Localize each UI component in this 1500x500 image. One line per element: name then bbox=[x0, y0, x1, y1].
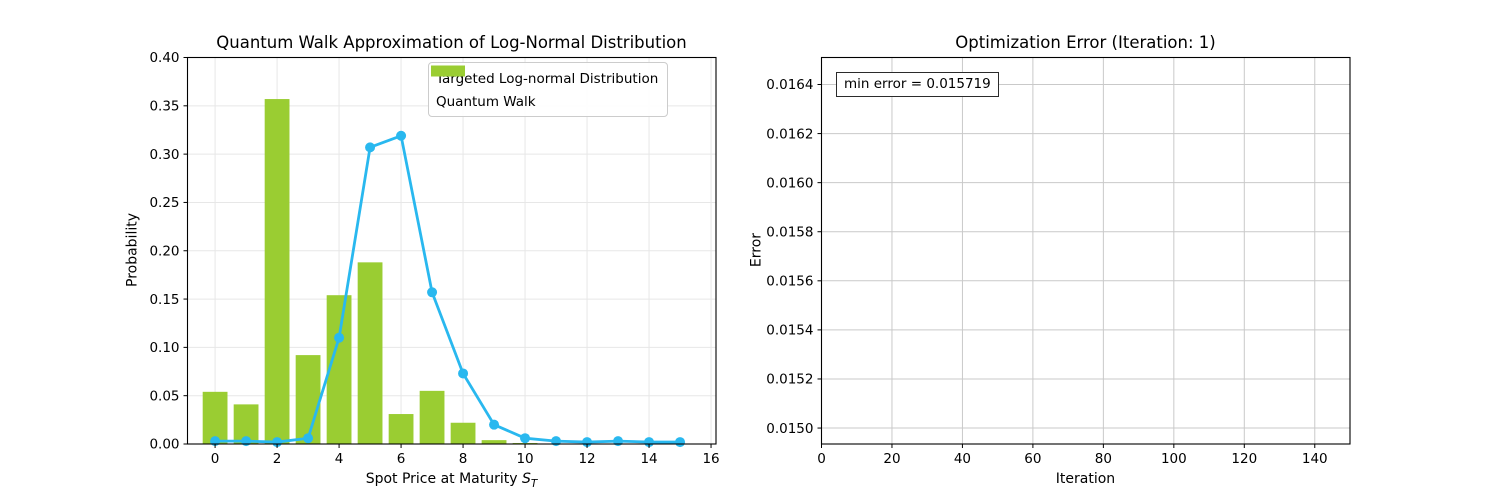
y-tick-label: 0.0162 bbox=[766, 126, 813, 142]
left-yaxis-label: Probability bbox=[124, 212, 141, 288]
legend-row: Targeted Log-normal Distribution bbox=[431, 65, 659, 89]
lognormal-marker bbox=[675, 437, 686, 448]
quantum-walk-bar bbox=[202, 391, 228, 444]
legend: Targeted Log-normal Distribution Quantum … bbox=[428, 62, 669, 117]
y-tick-label: 0.15 bbox=[149, 292, 179, 308]
x-tick-label: 0 bbox=[817, 451, 826, 467]
lognormal-marker bbox=[582, 437, 593, 448]
x-tick-label: 120 bbox=[1231, 451, 1257, 467]
optimization_error-plot: 0 20 40 60 80 100 120 140 0.0150 0.0152 0.0154 0.01… bbox=[766, 56, 1351, 467]
quantum-walk-bar bbox=[264, 99, 290, 444]
y-tick-label: 0.35 bbox=[149, 99, 179, 115]
right-yaxis-label: Error bbox=[748, 232, 765, 268]
x-tick-label: 60 bbox=[1024, 451, 1041, 467]
lognormal-marker bbox=[427, 287, 438, 298]
legend-label: Targeted Log-normal Distribution bbox=[436, 70, 659, 87]
x-tick-label: 14 bbox=[640, 451, 657, 467]
y-tick-label: 0.0156 bbox=[766, 274, 813, 290]
legend-bar-swatch-icon bbox=[431, 65, 465, 77]
quantum-walk-bar bbox=[326, 295, 352, 444]
quantum-walk-bar bbox=[295, 355, 321, 444]
x-tick-label: 12 bbox=[578, 451, 595, 467]
lognormal-marker bbox=[241, 436, 252, 447]
x-tick-label: 40 bbox=[954, 451, 971, 467]
x-tick-label: 6 bbox=[397, 451, 406, 467]
y-tick-label: 0.10 bbox=[149, 340, 179, 356]
lognormal-marker bbox=[303, 433, 314, 444]
y-tick-label: 0.05 bbox=[149, 388, 179, 404]
y-tick-label: 0.0150 bbox=[766, 421, 813, 437]
lognormal-line bbox=[213, 134, 682, 444]
y-tick-label: 0.0160 bbox=[766, 175, 813, 191]
quantum-walk-bar bbox=[481, 440, 507, 444]
y-tick-label: 0.0154 bbox=[766, 323, 813, 339]
legend-label: Quantum Walk bbox=[436, 93, 536, 110]
x-tick-label: 16 bbox=[702, 451, 719, 467]
lognormal-marker bbox=[551, 436, 562, 447]
left-xaxis-label-mathsub: T bbox=[530, 477, 538, 490]
left-xaxis-label: Spot Price at Maturity ST bbox=[187, 471, 716, 493]
lognormal-marker bbox=[520, 433, 531, 444]
lognormal-marker bbox=[272, 437, 283, 448]
quantum-walk-bar bbox=[357, 262, 383, 444]
y-tick-label: 0.0152 bbox=[766, 372, 813, 388]
left-chart-title: Quantum Walk Approximation of Log-Normal… bbox=[216, 33, 687, 52]
quantum_walk-plot: 0 2 4 6 8 10 12 14 16 0.00 0.05 0.10 0.15 0.20 0.25 0.3… bbox=[149, 50, 719, 467]
legend-row: Quantum Walk bbox=[431, 65, 658, 112]
x-tick-label: 2 bbox=[273, 451, 282, 467]
lognormal-marker bbox=[613, 436, 624, 447]
y-tick-label: 0.30 bbox=[149, 147, 179, 163]
x-tick-label: 20 bbox=[883, 451, 900, 467]
quantum-walk-bar bbox=[419, 390, 445, 444]
lognormal-marker bbox=[458, 368, 469, 379]
lognormal-marker bbox=[334, 332, 345, 343]
axes-frame bbox=[820, 56, 1351, 445]
quantum-walk-bar bbox=[450, 422, 476, 444]
right-xaxis-label: Iteration bbox=[1055, 471, 1116, 487]
x-tick-label: 10 bbox=[516, 451, 533, 467]
left-xaxis-label-mathvar: S bbox=[521, 471, 531, 487]
x-tick-label: 8 bbox=[459, 451, 468, 467]
lognormal-marker bbox=[396, 130, 407, 141]
y-tick-label: 0.0158 bbox=[766, 224, 813, 240]
right-chart-title: Optimization Error (Iteration: 1) bbox=[955, 33, 1216, 52]
y-tick-label: 0.20 bbox=[149, 243, 179, 259]
x-tick-label: 100 bbox=[1161, 451, 1187, 467]
quantum-walk-bar bbox=[388, 414, 414, 444]
min-error-annotation: min error = 0.015719 bbox=[836, 72, 999, 97]
lognormal-marker bbox=[489, 419, 500, 430]
left-xaxis-label-text: Spot Price at Maturity bbox=[365, 471, 518, 487]
y-tick-label: 0.25 bbox=[149, 195, 179, 211]
y-tick-label: 0.00 bbox=[149, 437, 179, 453]
y-tick-label: 0.0164 bbox=[766, 77, 813, 93]
x-tick-label: 4 bbox=[335, 451, 344, 467]
lognormal-marker bbox=[644, 437, 655, 448]
legend-patch bbox=[431, 65, 465, 77]
y-tick-label: 0.40 bbox=[149, 50, 179, 66]
x-tick-label: 80 bbox=[1095, 451, 1112, 467]
lognormal-marker bbox=[365, 142, 376, 153]
x-tick-label: 0 bbox=[211, 451, 220, 467]
x-tick-label: 140 bbox=[1302, 451, 1328, 467]
